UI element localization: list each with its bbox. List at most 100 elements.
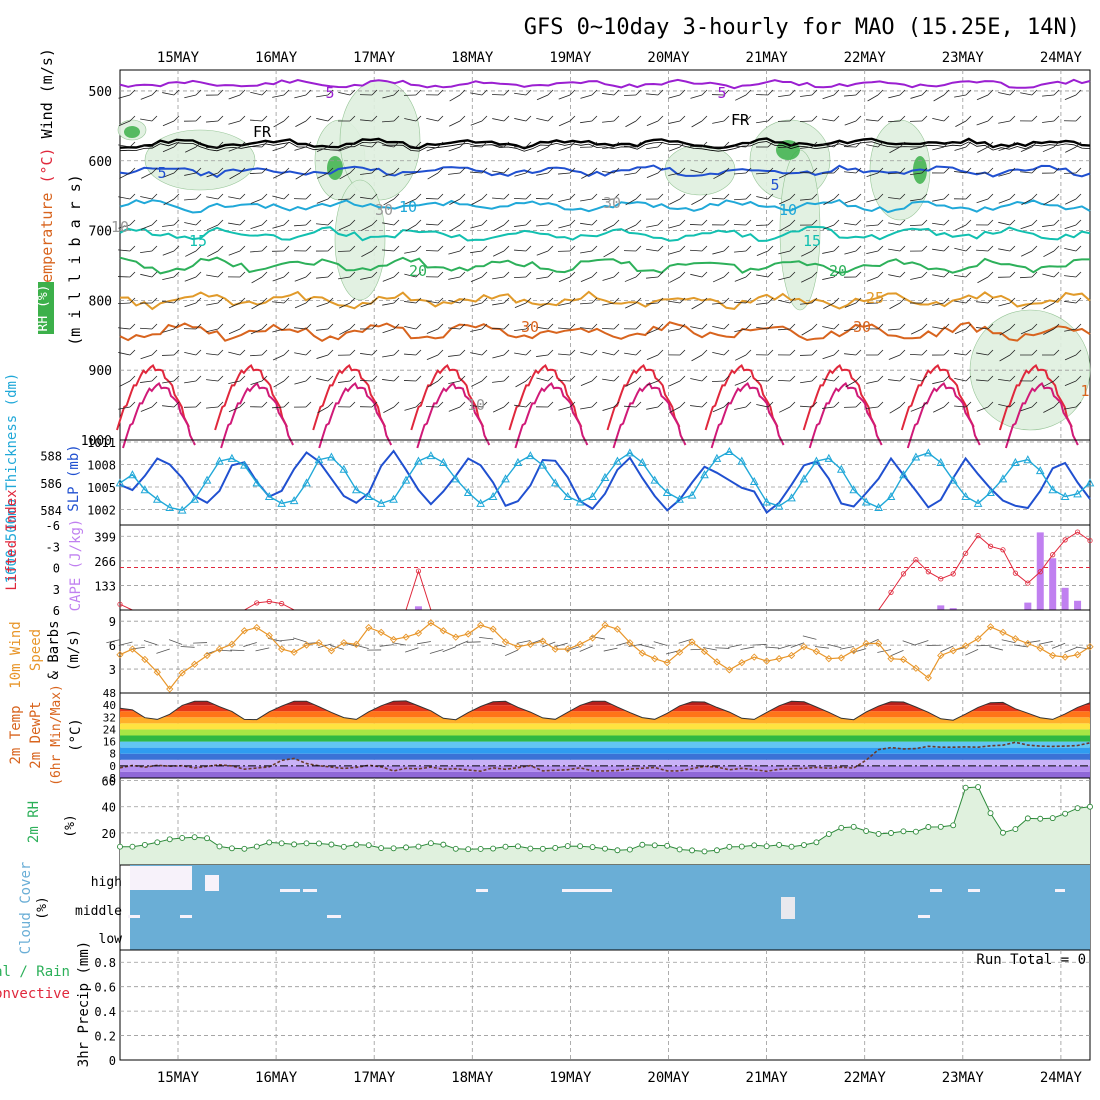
wind-barb [822, 406, 835, 409]
lifted-index-marker [1012, 570, 1018, 576]
wind-barb [228, 351, 241, 356]
wind-speed-marker [887, 655, 895, 663]
wind-barb [139, 327, 153, 330]
rh-marker [166, 836, 173, 843]
wind-barb-flag [525, 141, 532, 148]
surface-wind-barb [156, 648, 170, 654]
wind-barb-flag [657, 323, 664, 330]
temperature-band [120, 729, 1090, 736]
wind-barb-flag [965, 141, 972, 148]
wind-barb [603, 250, 615, 258]
wind-barb [998, 379, 1011, 382]
rh-marker [639, 841, 646, 848]
wind-barb-flag [173, 271, 180, 278]
wind-barb-flag [701, 115, 708, 122]
slp-tick-label: 1011 [87, 436, 116, 450]
rh-marker [1012, 826, 1019, 833]
rh-marker [552, 844, 559, 851]
wind-barb [492, 144, 505, 148]
wind-barb-flag [657, 115, 664, 122]
wind-barb [537, 302, 549, 309]
wind-barb-flag [129, 297, 136, 304]
wind-barb-flag [591, 323, 598, 330]
rh-marker [801, 842, 807, 848]
wind-barb-flag [195, 167, 202, 174]
surface-wind-barb [106, 639, 121, 644]
wind-barb [250, 250, 263, 253]
wind-barb [228, 222, 241, 226]
lifted-index-marker [1037, 569, 1043, 575]
wind-barb [162, 276, 175, 280]
surface-wind-barb [230, 649, 245, 652]
wind-barb [470, 145, 483, 148]
surface-wind-barb [839, 646, 854, 650]
wind-barb [1064, 94, 1077, 101]
wind-barb-flag [1053, 271, 1060, 278]
wind-barb [800, 198, 813, 201]
wind-barb [844, 328, 857, 331]
wind-barb-flag [129, 401, 136, 408]
top-date-label: 15MAY [157, 50, 200, 66]
top-date-label: 23MAY [942, 50, 985, 66]
li-tick-label: 6 [53, 604, 60, 618]
surface-wind-barb [466, 641, 481, 643]
wind-barb [866, 224, 879, 227]
wind-barb-flag [921, 323, 928, 330]
rh-marker [1037, 815, 1044, 822]
thickness-marker [339, 464, 349, 473]
wind-barb-flag [503, 323, 510, 330]
wind-barb-flag [173, 193, 180, 200]
wind-barb-flag [833, 375, 840, 382]
rh-marker [216, 843, 223, 850]
wind-barb-flag [195, 349, 202, 356]
wind-barb-flag [745, 349, 752, 356]
wind-barb-flag [283, 323, 290, 330]
wind-barb-flag [261, 89, 268, 96]
rh-marker [602, 845, 608, 852]
contour-label: 10 [111, 218, 129, 236]
wind-barb [822, 118, 835, 122]
wind-barb [382, 354, 395, 358]
wind-barb [448, 146, 461, 152]
wind-barb [778, 94, 791, 98]
wind-barb [360, 144, 373, 148]
wind-barb [536, 276, 549, 280]
wind-barb-flag [569, 375, 576, 382]
wind-barb [316, 378, 329, 382]
wind-barb-flag [459, 245, 466, 252]
wind-barb-flag [305, 297, 312, 304]
wind-barb [734, 301, 747, 304]
rh-marker [527, 845, 534, 852]
wind-barb [734, 406, 747, 410]
wind-barb-flag [987, 245, 994, 252]
middle-cloud-sliver [327, 915, 341, 918]
rh-marker [340, 843, 347, 850]
wind-barb [756, 250, 769, 256]
wind-speed-marker [713, 658, 721, 666]
wind-barb [580, 276, 593, 283]
wind-barb [294, 302, 307, 309]
wind-axis-title: 10m Wind [8, 621, 24, 688]
wind-barb [382, 249, 395, 252]
surface-wind-barb [267, 637, 282, 642]
top-date-label: 21MAY [746, 50, 789, 66]
wind-barb-flag [173, 115, 180, 122]
rh-marker [788, 843, 795, 850]
wind-barb [425, 198, 439, 200]
wind-barb-flag [921, 115, 928, 122]
wind-barb [822, 326, 835, 330]
wind-barb [735, 94, 747, 101]
wind-barb [404, 406, 417, 411]
wind-barb-flag [789, 375, 796, 382]
wind-barb [140, 380, 153, 383]
wind-barb [1043, 198, 1055, 206]
slp-tick-label: 1002 [87, 504, 116, 518]
wind-barb-flag [327, 297, 334, 304]
wind-barb-flag [833, 245, 840, 252]
cloud-unit-title: (%) [35, 896, 50, 919]
isotherm-35-arc [312, 363, 387, 431]
wind-barb [249, 172, 263, 174]
wind-barb-flag [921, 297, 928, 304]
wind-barb [690, 405, 703, 408]
